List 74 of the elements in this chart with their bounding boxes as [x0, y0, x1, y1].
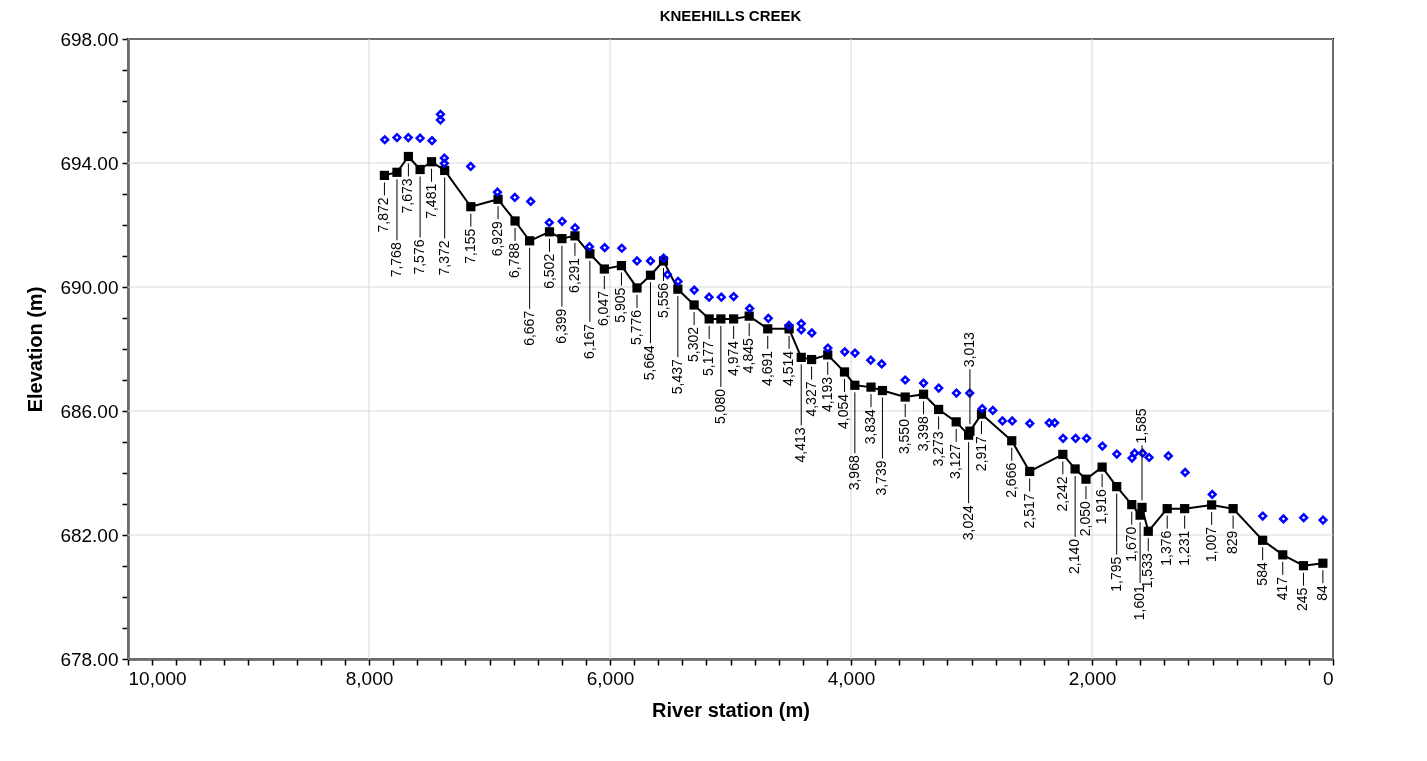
- annotation: 7,576: [411, 239, 428, 275]
- annotation: 3,739: [873, 460, 890, 496]
- y-tick-label: 694.00: [60, 152, 119, 174]
- annotation: 1,231: [1175, 530, 1192, 566]
- annotation: 584: [1253, 562, 1270, 586]
- annotation: 7,768: [387, 242, 404, 278]
- y-axis-title: Elevation (m): [24, 286, 47, 413]
- annotation: 2,242: [1053, 476, 1070, 512]
- annotation: 7,872: [375, 197, 392, 233]
- y-tick-label: 698.00: [60, 28, 119, 50]
- annotation: 3,024: [959, 504, 976, 541]
- annotation: 7,481: [422, 183, 439, 219]
- annotation: 1,533: [1139, 553, 1156, 589]
- annotation: 84: [1313, 585, 1330, 601]
- annotation: 6,667: [520, 310, 537, 346]
- annotation: 5,080: [711, 388, 728, 424]
- x-axis-title: River station (m): [652, 698, 810, 721]
- annotation: 4,054: [835, 393, 852, 429]
- x-tick-label: 6,000: [586, 667, 635, 689]
- annotation: 417: [1273, 576, 1290, 601]
- annotation: 6,047: [595, 290, 612, 327]
- annotation: 4,193: [818, 376, 835, 412]
- annotation: 1,376: [1158, 530, 1175, 566]
- annotation: 6,291: [565, 257, 582, 293]
- annotation: 4,327: [802, 381, 819, 417]
- annotation: 3,398: [914, 416, 931, 452]
- annotation: 5,556: [654, 282, 671, 319]
- annotation: 4,691: [758, 350, 775, 386]
- x-tick-label: 8,000: [345, 667, 394, 689]
- x-tick-label: 10,000: [128, 667, 187, 689]
- annotation: 5,437: [668, 358, 685, 395]
- annotation: 6,399: [552, 308, 569, 344]
- y-tick-label: 682.00: [60, 524, 119, 546]
- x-tick-label: 4,000: [827, 667, 876, 689]
- annotation: 5,302: [685, 326, 702, 363]
- annotation: 4,845: [740, 337, 757, 374]
- y-tick-label: 690.00: [60, 276, 119, 298]
- annotation: 4,413: [792, 427, 809, 463]
- annotation: 3,968: [845, 455, 862, 491]
- annotation: 1,670: [1122, 526, 1139, 562]
- annotation: 245: [1294, 587, 1311, 612]
- annotation: 6,502: [540, 253, 557, 289]
- x-tick-label: 2,000: [1068, 667, 1117, 689]
- annotation: 6,929: [489, 221, 506, 257]
- annotation: 2,666: [1002, 462, 1019, 498]
- annotation: 829: [1224, 530, 1241, 555]
- annotation: 2,050: [1076, 501, 1093, 537]
- annotation: 7,155: [461, 228, 478, 264]
- annotation: 1,585: [1133, 408, 1150, 444]
- annotation: 7,673: [399, 178, 416, 214]
- annotation: 2,140: [1066, 538, 1083, 575]
- annotation: 3,273: [929, 431, 946, 467]
- annotation: 6,788: [506, 242, 523, 279]
- annotation: 5,905: [612, 287, 629, 323]
- annotation: 1,795: [1107, 556, 1124, 592]
- annotation: 3,550: [896, 418, 913, 455]
- annotation: 5,664: [641, 345, 658, 381]
- y-tick-label: 678.00: [60, 648, 119, 670]
- annotation: 6,167: [580, 323, 597, 359]
- x-tick-label: 0: [1322, 667, 1334, 689]
- chart-title: KNEEHILLS CREEK: [659, 7, 802, 24]
- y-tick-label: 686.00: [60, 400, 119, 422]
- annotation: 1,916: [1093, 488, 1110, 525]
- annotation: 3,834: [862, 408, 878, 445]
- annotation: 3,127: [947, 443, 964, 479]
- annotation: 4,514: [780, 350, 797, 386]
- annotation: 2,917: [972, 435, 989, 472]
- annotation: 4,974: [724, 340, 741, 376]
- annotation: 5,177: [700, 340, 717, 376]
- annotation: 2,517: [1020, 493, 1037, 529]
- annotation: 3,013: [960, 331, 977, 368]
- annotation: 7,372: [435, 240, 452, 276]
- annotation: 1,007: [1202, 526, 1219, 562]
- annotation: 5,776: [627, 309, 644, 345]
